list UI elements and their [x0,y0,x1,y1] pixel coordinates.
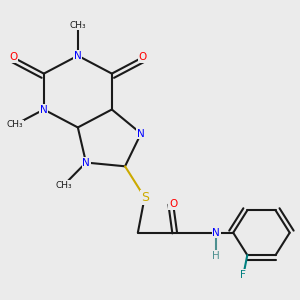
Text: CH₃: CH₃ [56,181,72,190]
Text: O: O [138,52,146,62]
Text: N: N [74,51,82,61]
Text: CH₃: CH₃ [70,21,86,30]
Text: S: S [141,191,148,204]
Text: H: H [212,251,220,261]
Text: N: N [212,228,220,238]
Text: CH₃: CH₃ [7,120,23,129]
Text: F: F [241,270,246,280]
Text: N: N [40,104,48,115]
Text: N: N [137,128,145,139]
Text: O: O [9,52,17,62]
Text: O: O [169,199,177,209]
Text: N: N [82,158,90,167]
